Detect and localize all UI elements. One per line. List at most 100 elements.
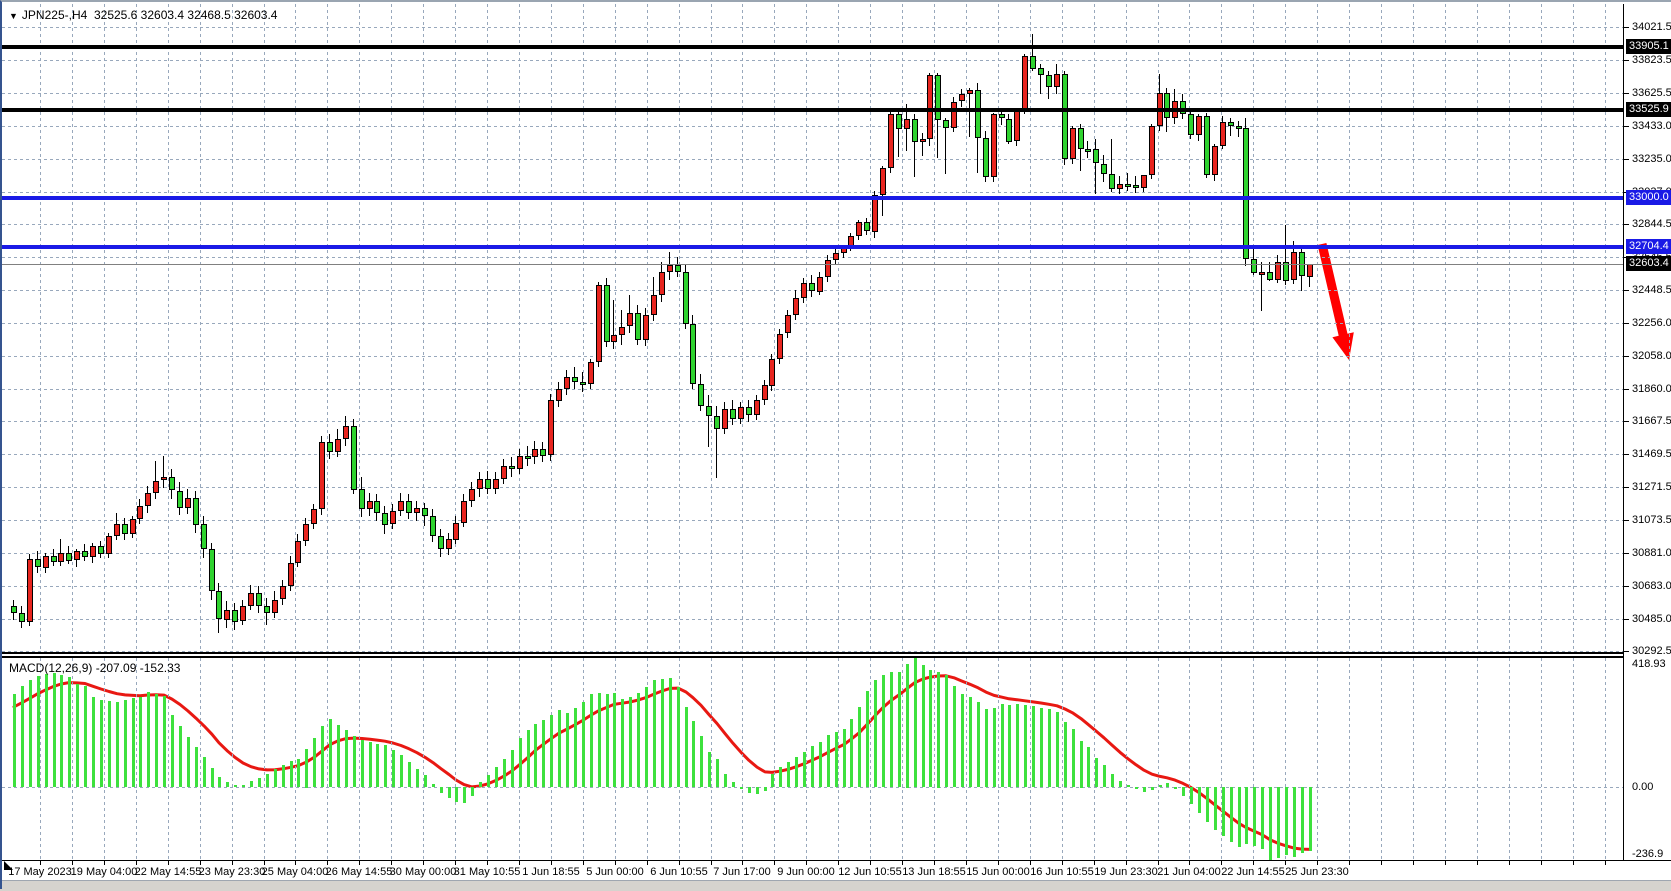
gridline-vertical <box>1062 658 1063 860</box>
price-tick-label: 30485.0 <box>1632 613 1671 625</box>
candle-up <box>619 327 625 335</box>
candle-down <box>232 610 238 622</box>
macd-histogram-bar <box>1245 787 1248 844</box>
macd-axis[interactable]: 418.93 0.00 -236.9 <box>1624 658 1671 860</box>
symbol-dropdown-icon[interactable]: ▼ <box>9 11 18 21</box>
macd-histogram-bar <box>1261 787 1264 849</box>
candle-down <box>66 553 72 561</box>
gridline-vertical <box>998 4 999 652</box>
candle-wick <box>1269 262 1270 281</box>
macd-histogram-bar <box>724 774 727 787</box>
horizontal-line-black[interactable] <box>2 108 1623 112</box>
macd-histogram-bar <box>392 750 395 787</box>
price-tick-label: 32256.0 <box>1632 317 1671 329</box>
gridline-vertical <box>1317 658 1318 860</box>
candle-up <box>295 541 301 563</box>
candle-down <box>264 606 270 613</box>
gridline-vertical <box>1317 4 1318 652</box>
macd-histogram-bar <box>882 675 885 787</box>
candle-down <box>540 449 546 456</box>
arrow-annotation[interactable] <box>1317 243 1354 360</box>
candle-wick <box>155 461 156 499</box>
candle-up <box>754 400 760 415</box>
candle-wick <box>1040 64 1041 94</box>
horizontal-line-blue[interactable] <box>2 196 1623 200</box>
macd-histogram-bar <box>495 767 498 787</box>
macd-histogram-bar <box>1103 765 1106 787</box>
macd-histogram-bar <box>234 785 237 787</box>
candle-wick <box>60 539 61 566</box>
macd-indicator-label: MACD(12,26,9) -207.09 -152.33 <box>9 661 181 675</box>
candle-up <box>248 593 254 606</box>
candle-up <box>959 94 965 101</box>
gridline-vertical <box>264 4 265 652</box>
pane-separator[interactable] <box>2 652 1623 658</box>
gridline-vertical <box>998 658 999 860</box>
price-tick-label: 32448.5 <box>1632 284 1671 296</box>
candle-up <box>927 75 933 139</box>
window-bottom-chrome <box>2 880 1671 891</box>
candle-down <box>809 283 815 291</box>
macd-tick-label: 418.93 <box>1632 658 1666 670</box>
price-axis[interactable]: 33905.1 33525.9 33000.0 32704.4 32603.4 34021… <box>1624 4 1671 657</box>
candle-up <box>1141 175 1147 188</box>
time-tick-mark <box>72 861 73 865</box>
symbol-period-label: JPN225-,H4 <box>21 8 88 22</box>
gridline-vertical <box>711 658 712 860</box>
gridline-vertical <box>1158 4 1159 652</box>
macd-histogram-bar <box>771 774 774 787</box>
macd-pane[interactable]: MACD(12,26,9) -207.09 -152.33 <box>2 658 1623 860</box>
candle-up <box>288 563 294 586</box>
price-pane[interactable]: ▼ JPN225-,H4 32525.6 32603.4 32468.5 3260… <box>2 4 1623 652</box>
gridline-vertical <box>72 4 73 652</box>
horizontal-line-blue[interactable] <box>2 245 1623 249</box>
macd-histogram-bar <box>226 782 229 787</box>
candle-up <box>801 283 807 298</box>
time-tick-mark <box>1573 861 1574 865</box>
time-tick-mark <box>934 861 935 865</box>
time-tick-mark <box>1445 861 1446 865</box>
time-axis[interactable]: 17 May 2023 19 May 04:00 22 May 14:55 23 Ma… <box>2 860 1671 880</box>
macd-histogram-bar <box>685 707 688 787</box>
price-tick-mark <box>1624 421 1629 422</box>
candle-wick <box>1032 34 1033 71</box>
candle-down <box>1030 56 1036 69</box>
macd-histogram-bar <box>606 694 609 787</box>
candle-down <box>351 426 357 490</box>
time-tick-mark <box>1413 861 1414 865</box>
gridline-vertical <box>1158 658 1159 860</box>
macd-histogram-bar <box>929 670 932 787</box>
candle-up <box>1212 146 1218 175</box>
gridline-vertical <box>232 4 233 652</box>
price-tick-label: 30881.0 <box>1632 547 1671 559</box>
macd-histogram-bar <box>416 769 419 787</box>
candle-up <box>951 102 957 128</box>
gridline-horizontal <box>2 651 1623 652</box>
gridline-vertical <box>359 658 360 860</box>
gridline-vertical <box>806 4 807 652</box>
price-tick-label: 33625.5 <box>1632 87 1671 99</box>
candle-up <box>1259 272 1265 275</box>
macd-histogram-bar <box>700 736 703 787</box>
macd-histogram-bar <box>1214 787 1217 830</box>
gridline-vertical <box>423 658 424 860</box>
macd-histogram-bar <box>203 757 206 787</box>
gridline-vertical <box>455 4 456 652</box>
candle-down <box>1243 128 1249 259</box>
time-tick-mark <box>264 861 265 865</box>
time-tick-mark <box>615 861 616 865</box>
candle-down <box>430 516 436 536</box>
horizontal-line-black[interactable] <box>2 45 1623 49</box>
macd-histogram-bar <box>250 781 253 787</box>
macd-histogram-bar <box>534 724 537 787</box>
candle-down <box>374 501 380 513</box>
candle-down <box>256 593 262 606</box>
gridline-vertical <box>1349 4 1350 652</box>
candle-down <box>1267 272 1273 280</box>
macd-histogram-bar <box>1277 787 1280 858</box>
gridline-horizontal <box>2 159 1623 160</box>
time-tick-mark <box>1094 861 1095 865</box>
candle-wick <box>1095 139 1096 194</box>
macd-histogram-bar <box>1119 781 1122 787</box>
macd-histogram-bar <box>282 765 285 787</box>
